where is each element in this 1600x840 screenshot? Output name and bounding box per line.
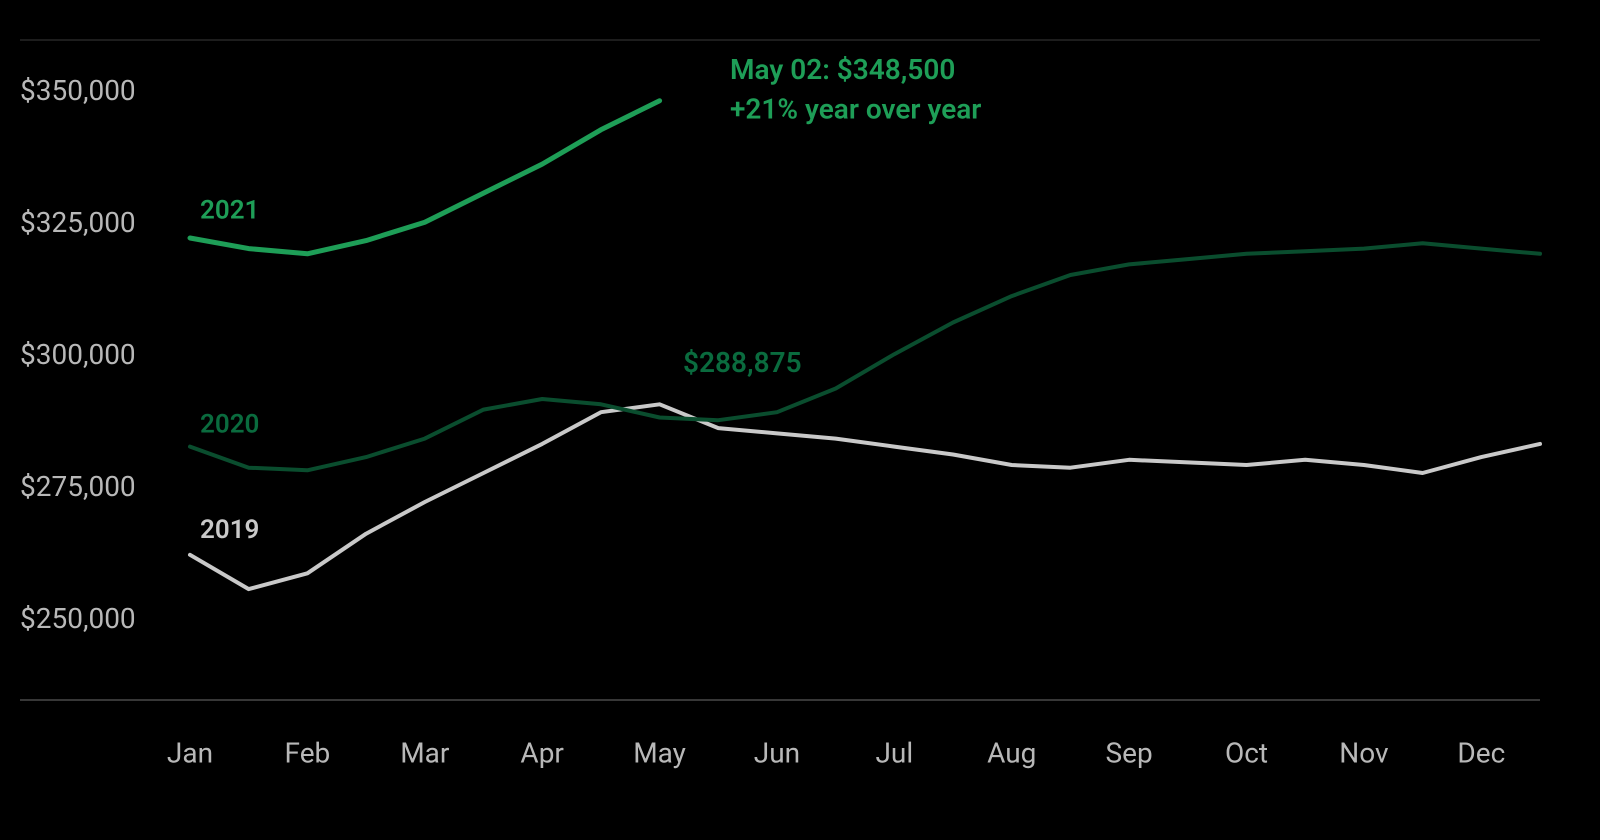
series-line-2019 <box>190 404 1540 589</box>
x-axis-label: Dec <box>1457 736 1505 769</box>
series-line-2021 <box>190 101 660 254</box>
x-axis-label: Aug <box>987 736 1036 769</box>
x-axis-label: Jul <box>875 736 913 769</box>
x-axis-label: May <box>633 736 686 769</box>
series-line-2020 <box>190 243 1540 470</box>
series-label-2020: 2020 <box>200 409 259 439</box>
y-axis-label: $250,000 <box>20 602 136 635</box>
y-axis-label: $350,000 <box>20 74 136 107</box>
y-axis-label: $275,000 <box>20 470 136 503</box>
x-axis-label: Jan <box>167 736 213 769</box>
x-axis-label: Mar <box>400 736 450 769</box>
x-axis-label: Nov <box>1339 736 1389 769</box>
x-axis-label: Oct <box>1225 736 1268 769</box>
x-axis-label: Jun <box>754 736 800 769</box>
series-label-2021: 2021 <box>200 195 259 225</box>
series-label-2019: 2019 <box>200 515 259 545</box>
x-axis-label: Sep <box>1106 736 1153 769</box>
chart-canvas: $250,000 $275,000 $300,000 $325,000 $350,000… <box>0 0 1600 840</box>
y-axis-label: $325,000 <box>20 206 136 239</box>
x-axis-label: Apr <box>520 736 564 769</box>
price-line-chart: $250,000 $275,000 $300,000 $325,000 $350,000… <box>0 0 1600 840</box>
chart-annotation: $288,875 <box>683 346 802 379</box>
chart-annotation: May 02: $348,500 <box>730 53 955 86</box>
y-axis-label: $300,000 <box>20 338 136 371</box>
x-axis-label: Feb <box>285 736 331 769</box>
chart-annotation: +21% year over year <box>730 93 981 126</box>
